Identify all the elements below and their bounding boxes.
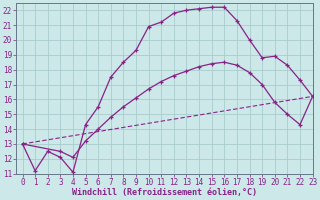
X-axis label: Windchill (Refroidissement éolien,°C): Windchill (Refroidissement éolien,°C) <box>72 188 257 197</box>
